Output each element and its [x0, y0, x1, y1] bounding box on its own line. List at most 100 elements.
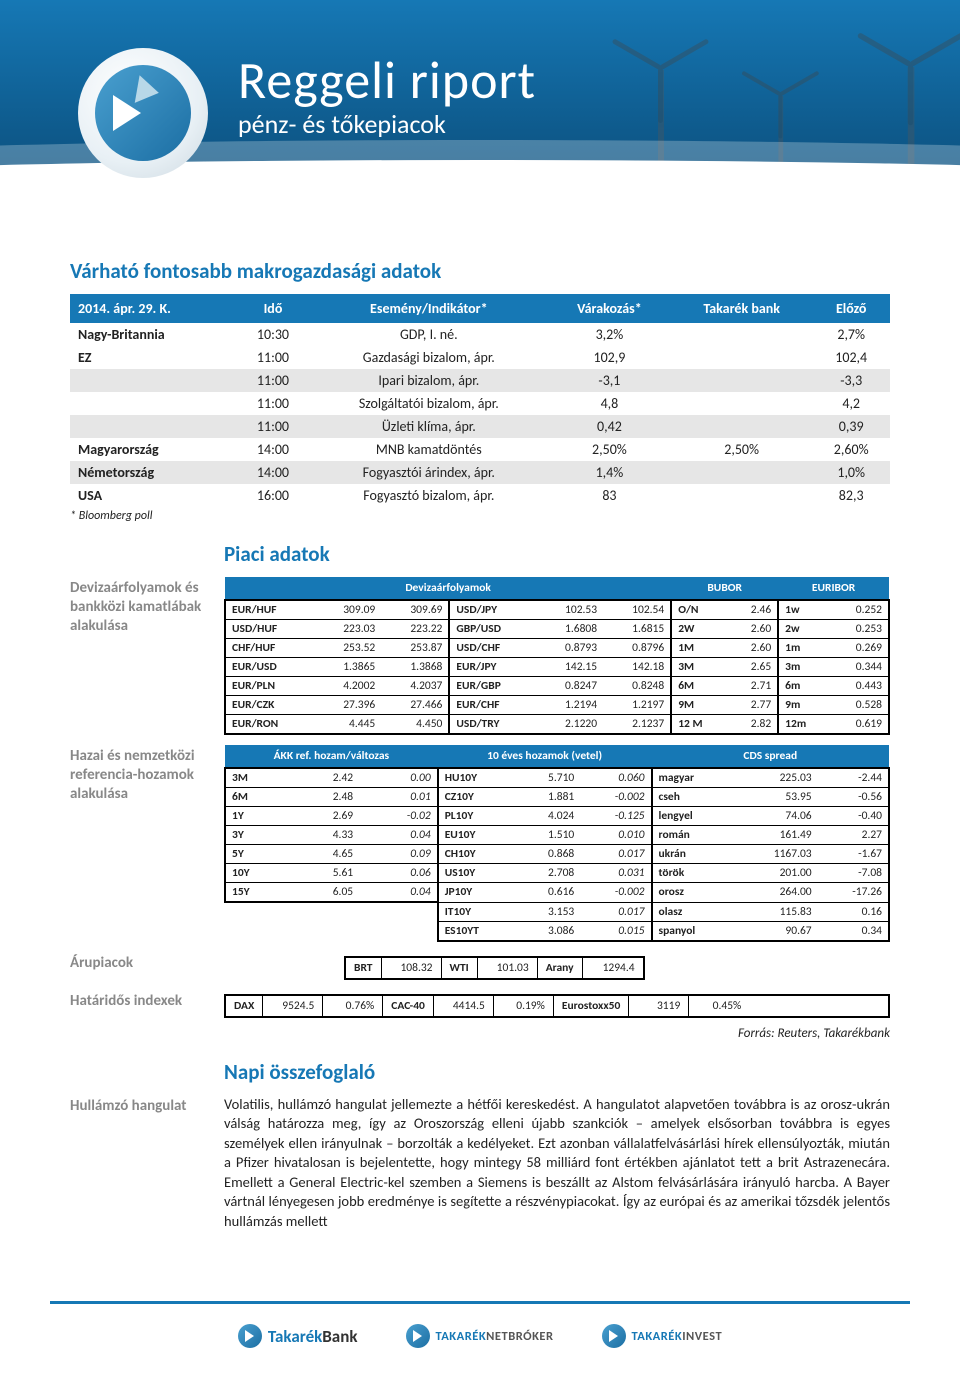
bubor-period: 12 M: [671, 715, 727, 735]
macro-forecast: 83: [548, 484, 671, 507]
source-note: Forrás: Reuters, Takarékbank: [70, 1026, 890, 1041]
fx-pair: EUR/RON: [225, 715, 315, 735]
cds-name: magyar: [652, 768, 735, 788]
macro-time: 14:00: [236, 438, 310, 461]
macro-time: 11:00: [236, 369, 310, 392]
macro-time: 10:30: [236, 323, 310, 346]
tenyr-val: 5.710: [517, 768, 581, 788]
footer-logo-netbroker: TAKARÉKNETBRÓKER: [406, 1324, 554, 1348]
macro-footnote: * Bloomberg poll: [70, 509, 890, 523]
footer-bank-b: Bank: [322, 1326, 357, 1347]
yields-table: ÁKK ref. hozam/változas 10 éves hozamok …: [224, 745, 890, 942]
akk-val: 2.42: [290, 768, 359, 788]
tenyr-val: 0.616: [517, 883, 581, 903]
fx-row: EUR/CZK27.39627.466EUR/CHF1.21941.21979M…: [225, 696, 889, 715]
yield-row: 15Y6.050.04JP10Y0.616-0.002orosz264.00-1…: [225, 883, 889, 903]
fx-pair: EUR/PLN: [225, 677, 315, 696]
macro-forecast: 3,2%: [548, 323, 671, 346]
tenyr-name: ES10YT: [438, 921, 517, 941]
akk-chg: [359, 902, 438, 921]
footer-logo-bank: TakarékBank: [238, 1324, 358, 1348]
akk-chg: 0.06: [359, 864, 438, 883]
macro-tb: 2,50%: [671, 438, 812, 461]
tenyr-chg: 0.031: [580, 864, 651, 883]
macro-prev: -3,3: [812, 369, 890, 392]
macro-prev: 2,7%: [812, 323, 890, 346]
fx-val: 4.445: [315, 715, 382, 735]
akk-val: 6.05: [290, 883, 359, 903]
tenyr-name: JP10Y: [438, 883, 517, 903]
akk-chg: 0.09: [359, 845, 438, 864]
akk-period: 3Y: [225, 826, 290, 845]
fx-val: 27.396: [315, 696, 382, 715]
arrow-logo-icon: [95, 65, 191, 161]
fx-val: 1.2197: [603, 696, 671, 715]
macro-col-time: Idő: [236, 294, 310, 323]
macro-row: 11:00Ipari bizalom, ápr.-3,1-3,3: [70, 369, 890, 392]
macro-prev: 102,4: [812, 346, 890, 369]
tenyr-name: HU10Y: [438, 768, 517, 788]
tenyr-val: 3.153: [517, 902, 581, 921]
macro-forecast: -3,1: [548, 369, 671, 392]
akk-period: 5Y: [225, 845, 290, 864]
macro-time: 14:00: [236, 461, 310, 484]
euribor-val: 0.269: [830, 639, 889, 658]
footer-inv-a: TAKARÉK: [632, 1329, 683, 1344]
macro-time: 11:00: [236, 415, 310, 438]
tenyr-chg: -0.125: [580, 807, 651, 826]
euribor-period: 1w: [778, 600, 829, 620]
cds-header: CDS spread: [652, 745, 889, 768]
wti-label: WTI: [442, 958, 478, 978]
macro-row: 11:00Üzleti klíma, ápr.0,420,39: [70, 415, 890, 438]
yield-row: ES10YT3.0860.015spanyol90.670.34: [225, 921, 889, 941]
tenyr-chg: 0.060: [580, 768, 651, 788]
cds-chg: -0.56: [818, 788, 889, 807]
dax-label: DAX: [226, 996, 263, 1016]
bubor-header: BUBOR: [671, 577, 778, 600]
bubor-period: 3M: [671, 658, 727, 677]
summary-section-title: Napi összefoglaló: [224, 1059, 890, 1085]
akk-val: 5.61: [290, 864, 359, 883]
fx-val: 0.8247: [536, 677, 603, 696]
macro-col-date: 2014. ápr. 29. K.: [70, 294, 236, 323]
macro-country: USA: [70, 484, 236, 507]
macro-event: Üzleti klíma, ápr.: [310, 415, 548, 438]
akk-header: ÁKK ref. hozam/változas: [225, 745, 438, 768]
macro-row: 11:00Szolgáltatói bizalom, ápr.4,84,2: [70, 392, 890, 415]
macro-prev: 1,0%: [812, 461, 890, 484]
bubor-val: 2.60: [728, 620, 779, 639]
fx-pair: EUR/GBP: [449, 677, 536, 696]
dax-change: 0.76%: [323, 996, 383, 1016]
tenyr-chg: 0.017: [580, 845, 651, 864]
macro-forecast: 102,9: [548, 346, 671, 369]
yields-label: Hazai és nemzetközi referencia-hozamok a…: [70, 745, 212, 803]
fx-row: EUR/RON4.4454.450USD/TRY2.12202.123712 M…: [225, 715, 889, 735]
akk-val: 2.48: [290, 788, 359, 807]
bubor-period: O/N: [671, 600, 727, 620]
fx-label: Devizaárfolyamok és bankközi kamatlábak …: [70, 577, 212, 635]
macro-event: MNB kamatdöntés: [310, 438, 548, 461]
tenyr-chg: 0.015: [580, 921, 651, 941]
yield-row: 6M2.480.01CZ10Y1.881-0.002cseh53.95-0.56: [225, 788, 889, 807]
cds-name: román: [652, 826, 735, 845]
fx-val: 0.8796: [603, 639, 671, 658]
tenyr-chg: -0.002: [580, 788, 651, 807]
macro-prev: 2,60%: [812, 438, 890, 461]
cds-val: 115.83: [734, 902, 817, 921]
euribor-period: 3m: [778, 658, 829, 677]
wti-value: 101.03: [478, 958, 538, 978]
akk-period: [225, 921, 290, 941]
footer-logo-invest: TAKARÉKINVEST: [602, 1324, 723, 1348]
cds-chg: 0.34: [818, 921, 889, 941]
macro-tb: [671, 461, 812, 484]
cds-val: 74.06: [734, 807, 817, 826]
bubor-val: 2.65: [728, 658, 779, 677]
tenyr-val: 1.510: [517, 826, 581, 845]
fx-val: 223.22: [381, 620, 449, 639]
yield-row: 5Y4.650.09CH10Y0.8680.017ukrán1167.03-1.…: [225, 845, 889, 864]
fx-val: 0.8793: [536, 639, 603, 658]
fx-val: 1.6808: [536, 620, 603, 639]
arrow-logo-icon: [406, 1324, 430, 1348]
macro-event: Fogyasztó bizalom, ápr.: [310, 484, 548, 507]
fx-val: 142.15: [536, 658, 603, 677]
